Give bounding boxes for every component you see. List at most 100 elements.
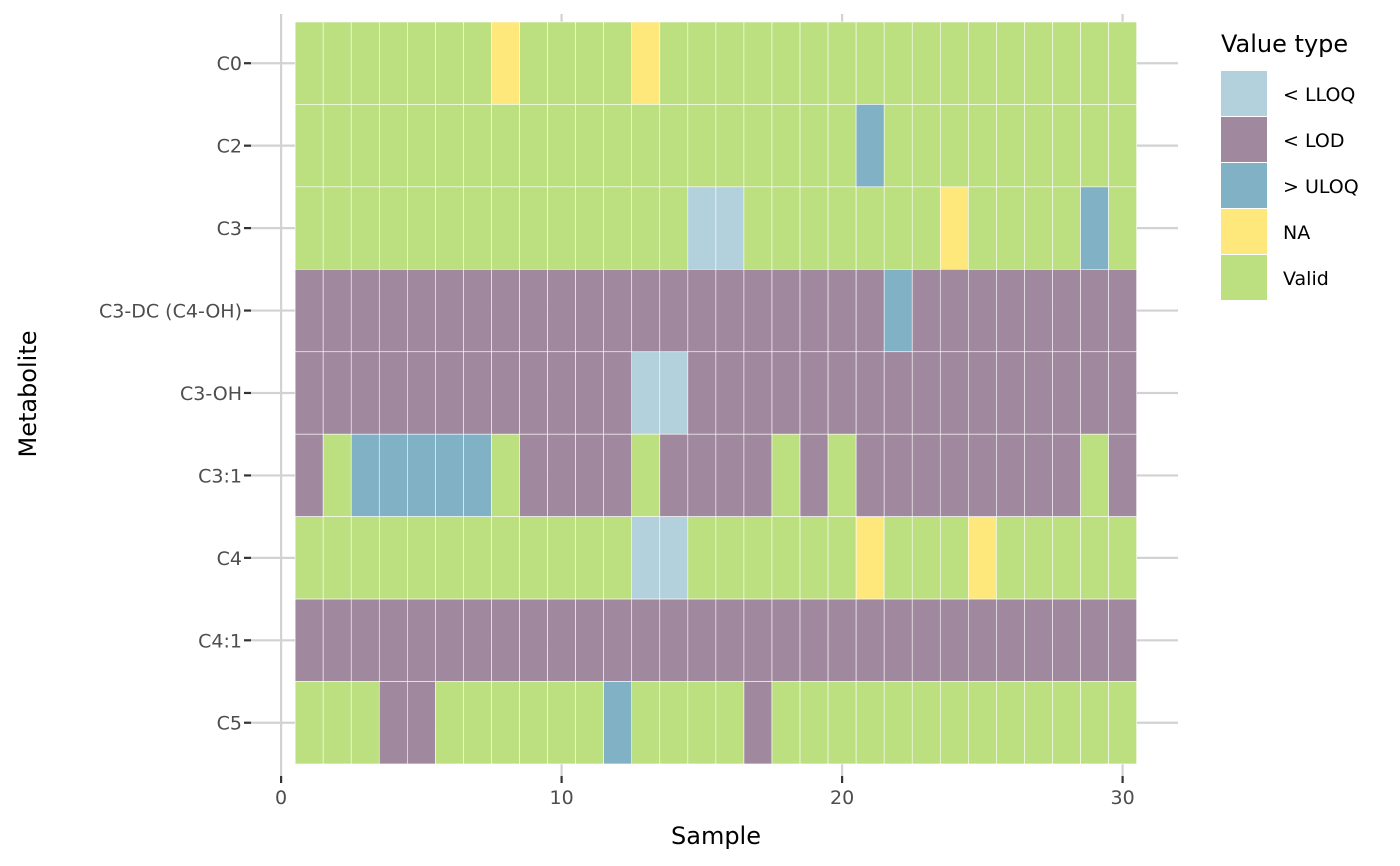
- heatmap-cell: [547, 269, 576, 353]
- heatmap-cell: [911, 598, 941, 682]
- heatmap-cell: [322, 433, 352, 517]
- heatmap-cell: [407, 433, 436, 517]
- y-tick-label: C0: [217, 53, 242, 75]
- legend-key-uloq: [1221, 163, 1267, 208]
- heatmap-cell: [350, 681, 380, 765]
- heatmap-cell: [575, 598, 604, 682]
- heatmap-cell: [1024, 104, 1053, 188]
- heatmap-cell: [435, 433, 464, 517]
- heatmap-cell: [350, 516, 380, 600]
- heatmap-cell: [659, 104, 689, 188]
- heatmap-cell: [350, 104, 380, 188]
- heatmap-cell: [1052, 351, 1081, 435]
- legend-key-na: [1221, 209, 1267, 254]
- heatmap-cell: [715, 598, 745, 682]
- heatmap-cell: [378, 269, 408, 353]
- heatmap-cell: [968, 598, 997, 682]
- y-tick-label: C2: [217, 136, 242, 158]
- heatmap-cell: [407, 269, 436, 353]
- heatmap-cell: [1024, 351, 1053, 435]
- heatmap-cell: [603, 104, 633, 188]
- heatmap-cell: [1024, 433, 1053, 517]
- heatmap-cell: [855, 351, 885, 435]
- heatmap-cell: [1024, 516, 1053, 600]
- heatmap-cell: [631, 269, 661, 353]
- heatmap-cell: [687, 186, 717, 270]
- heatmap-cell: [827, 104, 857, 188]
- heatmap-cell: [547, 598, 576, 682]
- heatmap-cell: [519, 598, 548, 682]
- heatmap-cell: [547, 21, 576, 105]
- legend-label-na: NA: [1283, 222, 1310, 244]
- heatmap-cell: [378, 598, 408, 682]
- heatmap-cell: [1052, 269, 1081, 353]
- heatmap-cell: [996, 21, 1025, 105]
- heatmap-cell: [743, 598, 773, 682]
- heatmap-cell: [743, 104, 773, 188]
- heatmap-cell: [659, 598, 689, 682]
- heatmap-cell: [715, 516, 745, 600]
- axes: C0 C2 C3 C3-DC (C4-OH) C3-OH C3:1 C4 C4:1 C5 0 10 2…: [99, 53, 1135, 809]
- heatmap-cell: [322, 351, 352, 435]
- heatmap-cell: [575, 104, 604, 188]
- heatmap-cell: [294, 186, 324, 270]
- heatmap-cell: [659, 21, 689, 105]
- y-tick-label: C5: [217, 713, 242, 735]
- y-tick-label: C3-DC (C4-OH): [99, 301, 242, 323]
- heatmap-cell: [743, 351, 773, 435]
- heatmap-cell: [407, 186, 436, 270]
- heatmap-cell: [378, 681, 408, 765]
- heatmap-cell: [968, 104, 997, 188]
- heatmap-cell: [631, 186, 661, 270]
- heatmap-cell: [463, 433, 492, 517]
- heatmap-cell: [883, 104, 913, 188]
- heatmap-cell: [350, 351, 380, 435]
- heatmap-cell: [519, 433, 548, 517]
- heatmap-cell: [519, 269, 548, 353]
- heatmap-cell: [603, 351, 633, 435]
- heatmap-cell: [1080, 21, 1109, 105]
- legend-label-lod: < LOD: [1283, 130, 1344, 152]
- heatmap-cell: [968, 21, 997, 105]
- heatmap-cell: [799, 21, 829, 105]
- heatmap-cell: [378, 104, 408, 188]
- heatmap-cell: [883, 681, 913, 765]
- heatmap-cell: [407, 681, 436, 765]
- heatmap-cell: [294, 598, 324, 682]
- heatmap-cell: [603, 598, 633, 682]
- heatmap-cell: [378, 351, 408, 435]
- heatmap-cell: [743, 269, 773, 353]
- legend-key-valid: [1221, 255, 1267, 300]
- heatmap-cell: [687, 516, 717, 600]
- y-axis-title: Metabolite: [14, 330, 42, 457]
- legend-label-valid: Valid: [1283, 268, 1329, 290]
- heatmap-cell: [715, 433, 745, 517]
- heatmap-cell: [911, 516, 941, 600]
- heatmap-cell: [463, 681, 492, 765]
- heatmap-cell: [519, 351, 548, 435]
- heatmap-cell: [294, 681, 324, 765]
- heatmap-cell: [575, 269, 604, 353]
- heatmap-cell: [715, 681, 745, 765]
- heatmap-cell: [1080, 433, 1109, 517]
- heatmap-cell: [294, 104, 324, 188]
- x-tick-label: 30: [1111, 787, 1135, 809]
- heatmap-cell: [407, 104, 436, 188]
- heatmap-cell: [799, 104, 829, 188]
- x-axis-title: Sample: [671, 822, 761, 850]
- heatmap-cell: [827, 269, 857, 353]
- heatmap-cell: [855, 186, 885, 270]
- heatmap-cell: [1108, 269, 1137, 353]
- heatmap-cell: [855, 681, 885, 765]
- heatmap-cell: [1080, 104, 1109, 188]
- heatmap-cell: [659, 186, 689, 270]
- heatmap-cell: [659, 681, 689, 765]
- heatmap-cell: [1108, 681, 1137, 765]
- legend-key-lod: [1221, 117, 1267, 162]
- heatmap-cell: [939, 598, 969, 682]
- heatmap-cell: [771, 598, 801, 682]
- heatmap-cell: [968, 269, 997, 353]
- heatmap-cell: [603, 21, 633, 105]
- heatmap-cell: [883, 21, 913, 105]
- heatmap-cell: [463, 21, 492, 105]
